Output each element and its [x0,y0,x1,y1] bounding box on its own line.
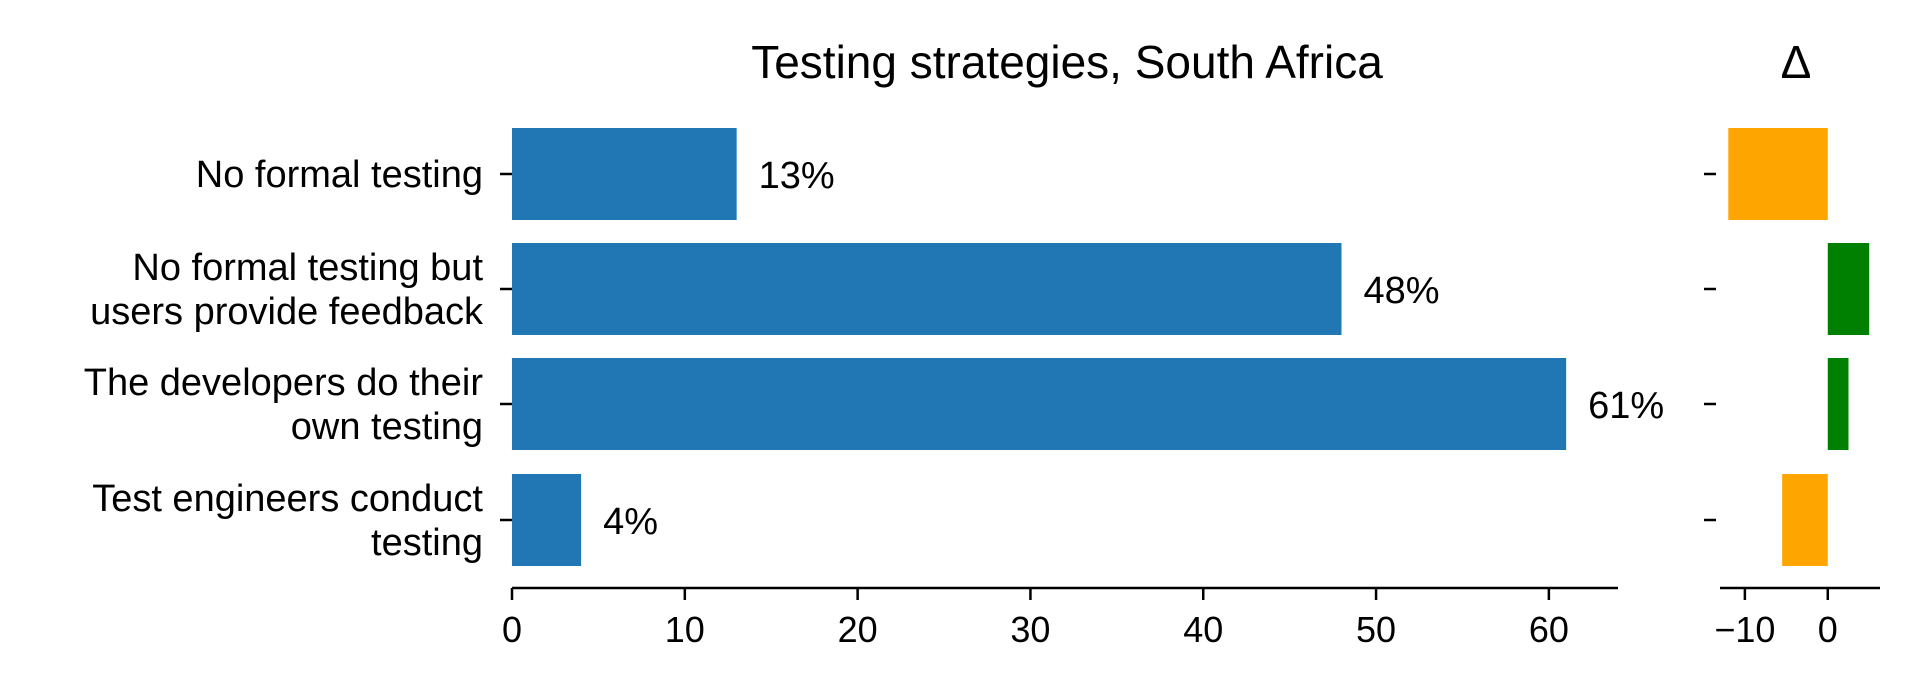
value-label-3: 4% [603,501,658,543]
x-tick-label-0: 0 [502,609,522,650]
delta-x-tick-label-1: 0 [1818,609,1838,650]
delta-chart-title: Δ [1781,36,1812,88]
delta-bar-1 [1827,243,1870,335]
category-label-2: The developers do their own testing [84,362,484,448]
x-tick-label-6: 60 [1529,609,1569,650]
category-label-3: Test engineers conduct testing [92,478,483,564]
bar-3 [512,474,582,566]
delta-bar-3 [1782,474,1828,566]
value-label-0: 13% [759,155,835,197]
x-tick-label-2: 20 [838,609,878,650]
delta-x-tick-label-0: −10 [1714,609,1775,650]
bar-1 [512,243,1342,335]
value-label-2: 61% [1588,385,1664,427]
bar-2 [512,358,1567,450]
x-tick-label-3: 30 [1010,609,1050,650]
delta-bar-plot: −10 0 [1704,128,1880,650]
delta-bar-2 [1827,358,1849,450]
value-label-1: 48% [1364,270,1440,312]
delta-bar-0 [1728,128,1828,220]
x-tick-label-4: 40 [1183,609,1223,650]
x-tick-label-1: 10 [665,609,705,650]
category-label-1: No formal testing but users provide feedb… [90,247,484,333]
x-tick-label-5: 50 [1356,609,1396,650]
bar-0 [512,128,737,220]
category-label-0: No formal testing [196,154,483,196]
main-bar-plot: No formal testing 13% No formal testing bu… [84,128,1664,650]
chart-title: Testing strategies, South Africa [751,36,1383,88]
